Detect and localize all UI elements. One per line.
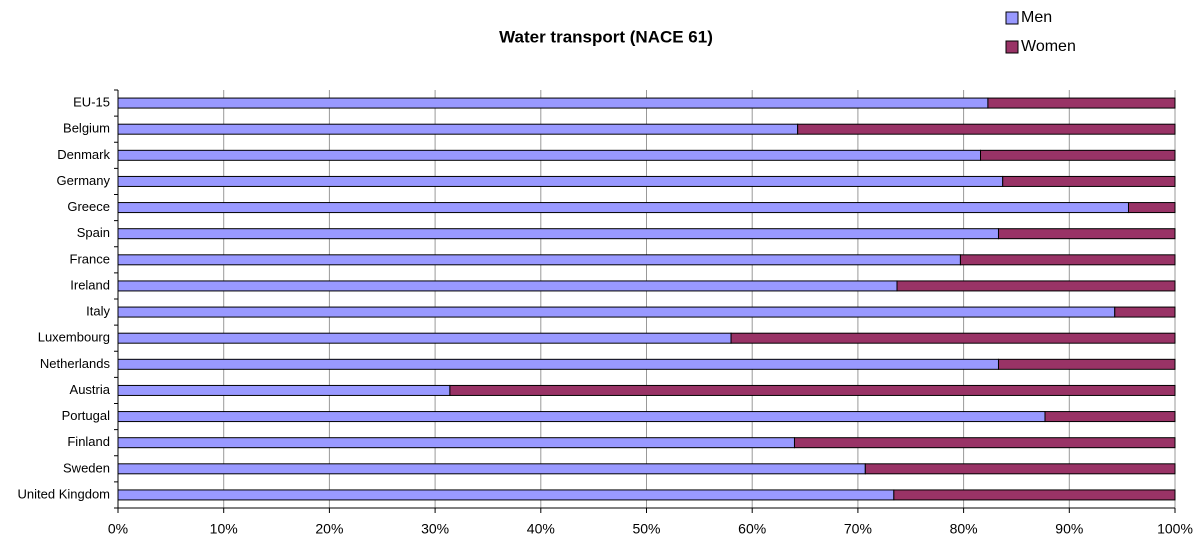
bar-segment: [997, 358, 1176, 370]
bar-segment: [997, 228, 1176, 240]
x-tick-label: 30%: [421, 521, 449, 537]
bar-segment: [1002, 175, 1176, 187]
y-tick-label: Belgium: [63, 121, 110, 136]
y-tick-label: Portugal: [62, 408, 111, 423]
bar-segment: [980, 149, 1176, 161]
y-tick-label: Sweden: [63, 460, 110, 475]
x-tick-label: 40%: [527, 521, 555, 537]
legend-label: Women: [1021, 38, 1076, 55]
y-tick-label: Denmark: [57, 147, 110, 162]
bar-segment: [959, 254, 1176, 266]
bar-segment: [117, 332, 732, 344]
x-tick-label: 50%: [632, 521, 660, 537]
bar-segment: [117, 463, 866, 475]
bar-segment: [117, 254, 961, 266]
bar-segment: [1114, 306, 1176, 318]
bar-segment: [117, 228, 999, 240]
y-tick-label: Netherlands: [40, 356, 111, 371]
bar-segment: [117, 149, 982, 161]
bar-segment: [793, 437, 1176, 449]
y-tick-label: Spain: [77, 225, 110, 240]
bar-segment: [893, 489, 1176, 501]
x-tick-label: 20%: [315, 521, 343, 537]
bar-segment: [864, 463, 1176, 475]
x-tick-label: 60%: [738, 521, 766, 537]
bar-segment: [797, 123, 1176, 135]
bar-segment: [730, 332, 1176, 344]
y-tick-label: Austria: [70, 382, 111, 397]
bar-segment: [987, 97, 1176, 109]
bar-segment: [1127, 202, 1176, 214]
bar-segment: [896, 280, 1176, 292]
bar-segment: [117, 489, 895, 501]
bar-segment: [117, 411, 1046, 423]
legend-swatch: [1005, 11, 1019, 25]
bar-segment: [117, 384, 451, 396]
x-tick-label: 0%: [108, 521, 128, 537]
chart-title: Water transport (NACE 61): [499, 27, 713, 46]
y-tick-label: Luxembourg: [38, 330, 110, 345]
x-tick-label: 100%: [1157, 521, 1193, 537]
bar-segment: [117, 358, 999, 370]
bar-segment: [1044, 411, 1176, 423]
y-tick-label: Finland: [67, 434, 110, 449]
y-tick-label: Germany: [57, 173, 111, 188]
y-tick-label: France: [70, 251, 110, 266]
y-tick-label: Greece: [67, 199, 110, 214]
bar-segment: [117, 123, 799, 135]
x-tick-label: 80%: [950, 521, 978, 537]
y-tick-label: EU-15: [73, 95, 110, 110]
y-tick-label: United Kingdom: [18, 486, 111, 501]
legend-swatch: [1005, 40, 1019, 54]
bar-segment: [117, 97, 989, 109]
bar-segment: [117, 202, 1129, 214]
bar-segment: [117, 280, 898, 292]
x-tick-label: 70%: [844, 521, 872, 537]
x-tick-label: 90%: [1055, 521, 1083, 537]
bar-segment: [117, 306, 1116, 318]
legend-label: Men: [1021, 9, 1052, 26]
y-tick-label: Italy: [86, 304, 110, 319]
y-tick-label: Ireland: [70, 277, 110, 292]
bar-segment: [117, 437, 795, 449]
bar-segment: [117, 175, 1004, 187]
x-tick-label: 10%: [210, 521, 238, 537]
bar-segment: [449, 384, 1176, 396]
